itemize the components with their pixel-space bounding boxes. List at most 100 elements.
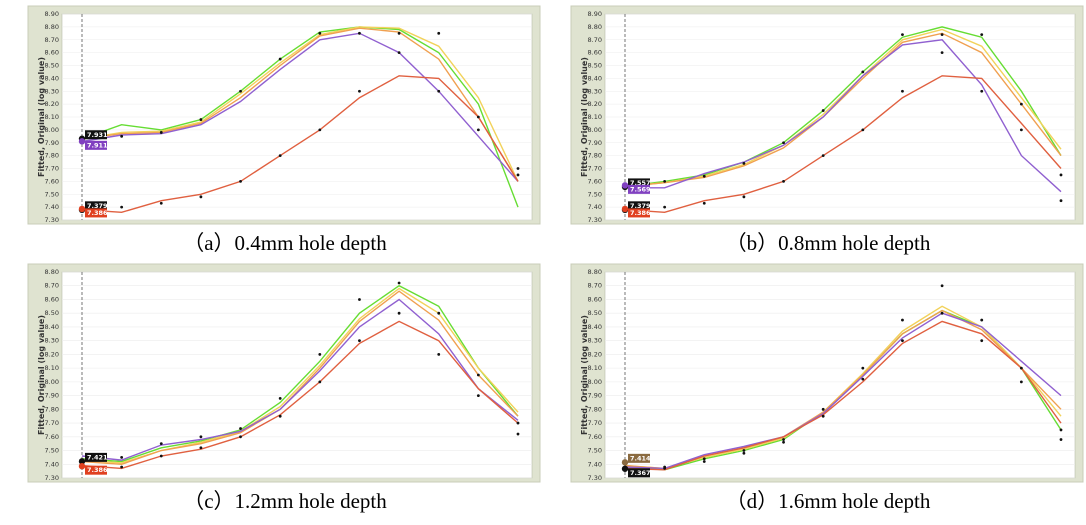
start-badge xyxy=(628,208,650,218)
fitted-line xyxy=(81,290,519,466)
original-point xyxy=(397,51,401,55)
y-axis-label: Fitted, Original (log value) xyxy=(580,315,589,435)
y-tick-label: 7.90 xyxy=(588,392,602,400)
original-point xyxy=(358,298,361,301)
start-point xyxy=(78,205,86,213)
chart-panel: 7.30 7.40 7.50 7.60 7.70 7.80 7.90 8.00 8.10 8.20… xyxy=(27,5,541,255)
start-point xyxy=(78,138,86,145)
original-point xyxy=(1019,128,1023,132)
y-axis-label: Fitted, Original (log value) xyxy=(580,57,589,177)
original-point xyxy=(318,353,322,356)
y-tick-label: 8.20 xyxy=(588,350,602,358)
original-point xyxy=(901,318,904,322)
caption: （d）1.6mm hole depth xyxy=(726,489,931,513)
caption: （b）0.8mm hole depth xyxy=(726,231,931,255)
start-badge xyxy=(85,201,107,211)
y-tick-label: 8.00 xyxy=(588,378,602,386)
caption: （a）0.4mm hole depth xyxy=(183,231,387,255)
original-point xyxy=(199,118,203,121)
y-tick-label: 8.00 xyxy=(45,126,59,134)
y-tick-label: 8.10 xyxy=(588,364,602,372)
y-tick-label: 8.40 xyxy=(588,323,602,331)
original-point xyxy=(901,339,904,343)
original-point xyxy=(1019,366,1023,370)
original-point xyxy=(901,89,904,93)
original-point xyxy=(516,167,520,170)
chart-panel: 7.30 7.40 7.50 7.60 7.70 7.80 7.90 8.00 8.10 8.20… xyxy=(570,263,1084,513)
original-point xyxy=(278,57,282,61)
y-tick-label: 7.40 xyxy=(588,460,602,468)
original-point xyxy=(199,446,203,450)
y-tick-label: 8.50 xyxy=(588,62,602,70)
y-tick-label: 8.20 xyxy=(588,100,602,108)
start-badge xyxy=(628,201,650,211)
y-tick-label: 8.30 xyxy=(45,87,59,95)
original-point xyxy=(437,31,441,35)
original-point xyxy=(663,179,667,183)
original-point xyxy=(1059,428,1063,432)
original-point xyxy=(278,396,282,400)
fitted-line xyxy=(625,39,1062,193)
original-point xyxy=(476,394,480,397)
start-point xyxy=(621,205,629,213)
y-tick-label: 7.90 xyxy=(45,392,59,400)
y-tick-label: 8.70 xyxy=(45,36,59,44)
original-point xyxy=(1059,173,1063,177)
original-point xyxy=(318,380,322,384)
fitted-line xyxy=(624,75,1062,214)
original-point xyxy=(980,318,984,322)
original-point xyxy=(397,281,401,285)
y-tick-label: 8.60 xyxy=(588,295,602,303)
original-point xyxy=(782,179,785,183)
original-point xyxy=(1019,380,1023,384)
start-label: 7.557 xyxy=(630,179,651,187)
original-point xyxy=(702,457,706,461)
start-badge xyxy=(628,178,650,188)
original-point xyxy=(821,154,825,158)
start-point xyxy=(621,459,629,466)
start-label: 7.386 xyxy=(87,209,108,217)
y-tick-label: 7.30 xyxy=(45,216,59,224)
original-point xyxy=(742,451,746,455)
y-tick-label: 8.90 xyxy=(45,10,59,18)
y-tick-label: 8.00 xyxy=(45,378,59,386)
original-point xyxy=(663,466,667,470)
original-point xyxy=(821,414,825,418)
y-tick-label: 8.10 xyxy=(45,113,59,121)
original-point xyxy=(821,109,825,112)
start-badge xyxy=(628,453,650,463)
original-point xyxy=(861,377,865,381)
y-tick-label: 8.70 xyxy=(45,282,59,290)
chart-panel: 7.30 7.40 7.50 7.60 7.70 7.80 7.90 8.00 8.10 8.20… xyxy=(570,5,1084,255)
y-tick-label: 8.50 xyxy=(588,309,602,317)
original-point xyxy=(278,414,282,418)
original-point xyxy=(358,31,361,35)
plot-area xyxy=(604,271,1076,479)
original-point xyxy=(821,407,825,411)
y-tick-label: 7.80 xyxy=(45,405,59,413)
original-point xyxy=(940,51,944,55)
y-tick-label: 8.60 xyxy=(45,295,59,303)
original-point xyxy=(940,311,944,315)
y-axis-label: Fitted, Original (log value) xyxy=(37,315,46,435)
original-point xyxy=(120,465,124,469)
fitted-line xyxy=(81,26,519,182)
original-point xyxy=(437,353,441,356)
y-tick-label: 8.90 xyxy=(588,10,602,18)
y-tick-label: 7.50 xyxy=(588,447,602,455)
start-point xyxy=(78,458,86,465)
y-tick-label: 8.20 xyxy=(45,350,59,358)
start-label: 7.569 xyxy=(630,185,651,193)
original-point xyxy=(940,33,944,36)
fitted-line xyxy=(624,320,1062,471)
y-tick-label: 7.50 xyxy=(45,447,59,455)
original-point xyxy=(980,33,984,36)
original-point xyxy=(120,456,124,459)
original-point xyxy=(702,201,706,205)
y-tick-label: 8.30 xyxy=(588,337,602,345)
original-point xyxy=(318,128,322,132)
chart-panel: 7.30 7.40 7.50 7.60 7.70 7.80 7.90 8.00 8.10 8.20… xyxy=(27,263,541,513)
start-label: 7.421 xyxy=(87,453,108,461)
y-tick-label: 7.70 xyxy=(588,165,602,173)
original-point xyxy=(476,115,480,119)
